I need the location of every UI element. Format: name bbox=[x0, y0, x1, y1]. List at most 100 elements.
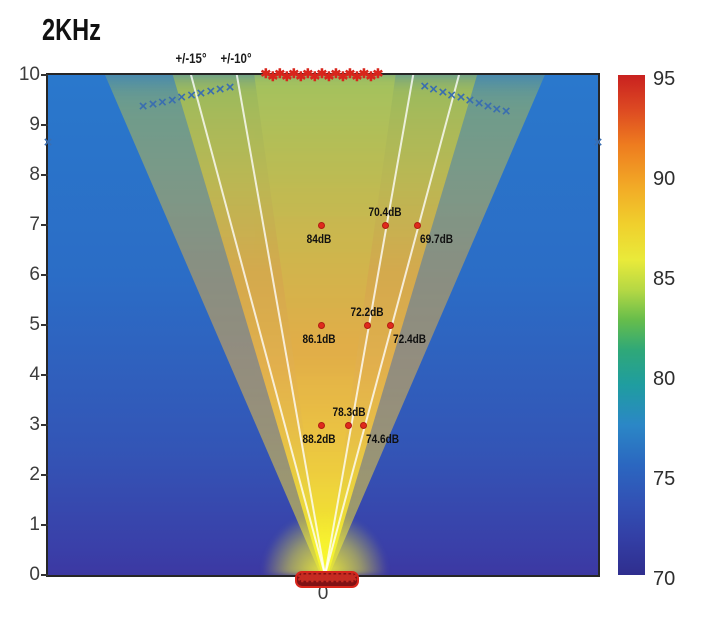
origin-asterisk-marker: ✱ bbox=[332, 570, 343, 585]
beamwidth-x-marker: × bbox=[456, 89, 466, 106]
colorbar-tick-label: 70 bbox=[653, 568, 676, 590]
beamwidth-x-marker: × bbox=[593, 134, 603, 151]
beamwidth-x-marker: × bbox=[483, 97, 493, 115]
angle-label-10: +/-10° bbox=[220, 50, 252, 66]
colorbar-tick-label: 75 bbox=[653, 468, 676, 490]
beamwidth-x-marker: × bbox=[196, 84, 206, 102]
origin-asterisk-marker: ✱ bbox=[327, 570, 338, 585]
y-tick-label: 9 bbox=[29, 114, 40, 135]
y-tick-mark bbox=[41, 524, 48, 526]
top-asterisk-marker: ✱ bbox=[323, 69, 335, 84]
measurement-label: 86.1dB bbox=[302, 332, 336, 346]
y-tick-label: 3 bbox=[29, 414, 40, 435]
beamwidth-x-marker: × bbox=[474, 95, 484, 112]
y-tick-label: 1 bbox=[29, 514, 40, 535]
y-tick-label: 6 bbox=[29, 264, 40, 285]
colorbar-tick-label: 90 bbox=[653, 168, 676, 190]
top-asterisk-marker: ✱ bbox=[288, 66, 300, 81]
beamwidth-x-marker: × bbox=[43, 134, 53, 151]
measurement-dot bbox=[381, 221, 389, 229]
colorbar bbox=[618, 75, 645, 575]
measurement-dot bbox=[345, 421, 353, 429]
top-asterisk-marker: ✱ bbox=[274, 66, 286, 81]
y-tick-mark bbox=[41, 124, 48, 126]
top-asterisk-marker: ✱ bbox=[295, 69, 307, 84]
colorbar-tick-label: 85 bbox=[653, 268, 676, 290]
measurement-label: 69.7dB bbox=[420, 232, 454, 246]
angle-label-15: +/-15° bbox=[175, 50, 207, 66]
chart-title: 2KHz bbox=[42, 12, 101, 47]
top-asterisk-marker: ✱ bbox=[337, 69, 349, 84]
beamwidth-x-marker: × bbox=[465, 92, 475, 109]
beamwidth-x-marker: × bbox=[187, 87, 196, 104]
origin-asterisk-marker: ✱ bbox=[342, 570, 353, 585]
y-tick-label: 2 bbox=[29, 464, 40, 485]
beamwidth-x-marker: × bbox=[215, 80, 225, 98]
measurement-label: 78.3dB bbox=[332, 405, 366, 419]
origin-asterisk-marker: ✱ bbox=[337, 570, 348, 585]
beamwidth-x-marker: × bbox=[501, 103, 511, 120]
measurement-label: 72.2dB bbox=[350, 305, 384, 319]
measurement-dot bbox=[363, 321, 371, 329]
origin-asterisk-marker: ✱ bbox=[297, 570, 308, 585]
y-tick-label: 7 bbox=[29, 214, 40, 235]
measurement-dot bbox=[318, 421, 326, 429]
measurement-label: 70.4dB bbox=[368, 205, 402, 219]
origin-asterisk-marker: ✱ bbox=[307, 570, 318, 585]
y-tick-mark bbox=[41, 574, 48, 576]
beamwidth-x-marker: × bbox=[138, 98, 148, 115]
origin-asterisk-marker: ✱ bbox=[322, 570, 333, 585]
x-tick-zero: 0 bbox=[317, 583, 329, 604]
top-asterisk-marker: ✱ bbox=[372, 66, 384, 81]
origin-asterisk-marker: ✱ bbox=[317, 570, 328, 585]
measurement-label: 84dB bbox=[306, 232, 332, 246]
beamwidth-x-marker: × bbox=[167, 91, 177, 109]
beamwidth-x-marker: × bbox=[148, 96, 158, 113]
measurement-label: 74.6dB bbox=[366, 432, 400, 446]
top-asterisk-marker: ✱ bbox=[330, 66, 342, 81]
origin-asterisk-marker: ✱ bbox=[312, 570, 323, 585]
y-tick-label: 8 bbox=[29, 164, 40, 185]
origin-asterisk-marker: ✱ bbox=[347, 570, 358, 585]
beamwidth-x-marker: × bbox=[420, 78, 430, 95]
y-tick-mark bbox=[41, 274, 48, 276]
origin-asterisk-marker: ✱ bbox=[302, 570, 313, 585]
y-tick-mark bbox=[41, 224, 48, 226]
beamwidth-x-marker: × bbox=[177, 89, 187, 106]
beamwidth-x-marker: × bbox=[206, 82, 216, 100]
measurement-dot bbox=[318, 321, 326, 329]
y-tick-label: 10 bbox=[18, 64, 40, 85]
y-tick-mark bbox=[41, 374, 48, 376]
y-tick-mark bbox=[41, 424, 48, 426]
y-tick-mark bbox=[41, 474, 48, 476]
beamwidth-x-marker: × bbox=[447, 86, 457, 104]
beamwidth-x-marker: × bbox=[438, 83, 448, 101]
y-tick-mark bbox=[41, 74, 48, 76]
y-tick-mark bbox=[41, 324, 48, 326]
origin-marker-cluster: ✱ ✱ ✱ ✱ ✱ ✱ ✱ ✱ ✱ ✱ ✱ bbox=[295, 570, 360, 588]
y-tick-label: 0 bbox=[29, 564, 40, 585]
y-tick-mark bbox=[41, 174, 48, 176]
beamwidth-x-marker: × bbox=[225, 79, 235, 96]
beamwidth-x-marker: × bbox=[429, 81, 438, 98]
top-asterisk-marker: ✱ bbox=[302, 66, 314, 81]
beamwidth-x-marker: × bbox=[158, 94, 167, 111]
y-tick-label: 5 bbox=[29, 314, 40, 335]
y-tick-label: 4 bbox=[29, 364, 40, 385]
measurement-dot bbox=[386, 321, 394, 329]
beamwidth-x-marker: × bbox=[492, 100, 502, 118]
top-asterisk-marker: ✱ bbox=[309, 69, 321, 84]
top-asterisk-marker: ✱ bbox=[260, 66, 272, 81]
measurement-dot bbox=[413, 221, 421, 229]
top-asterisk-marker: ✱ bbox=[344, 66, 356, 81]
top-asterisk-marker: ✱ bbox=[351, 69, 363, 84]
measurement-label: 72.4dB bbox=[393, 332, 427, 346]
measurement-dot bbox=[359, 421, 367, 429]
top-asterisk-marker: ✱ bbox=[316, 66, 328, 81]
top-asterisk-marker: ✱ bbox=[358, 66, 370, 81]
colorbar-tick-label: 80 bbox=[653, 368, 676, 390]
measurement-label: 88.2dB bbox=[302, 432, 336, 446]
top-asterisk-marker: ✱ bbox=[281, 69, 293, 84]
top-asterisk-marker: ✱ bbox=[365, 69, 377, 84]
